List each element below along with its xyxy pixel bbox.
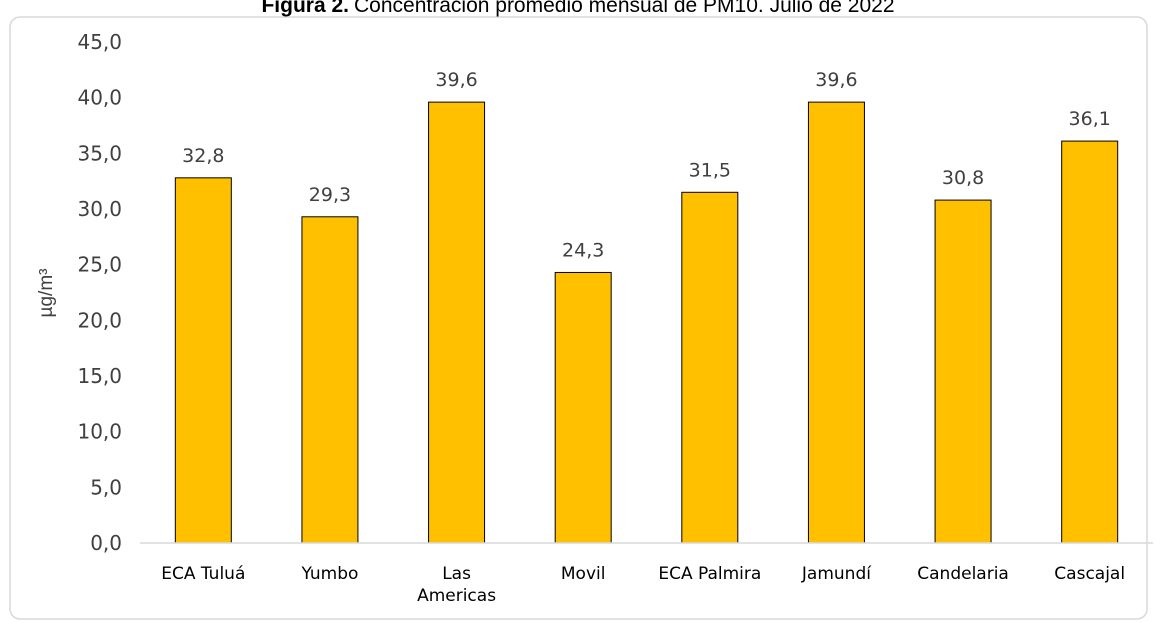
y-tick-label: 15,0 (77, 364, 122, 388)
value-label: 32,8 (182, 145, 224, 167)
x-tick-label: ECA Tuluá (161, 564, 245, 584)
y-tick-label: 40,0 (77, 86, 122, 110)
value-label: 39,6 (815, 69, 857, 91)
value-label: 24,3 (562, 239, 604, 261)
value-label: 31,5 (689, 159, 731, 181)
y-tick-label: 10,0 (77, 420, 122, 444)
x-tick-label: Jamundí (801, 564, 872, 584)
title-text: Concentración promedio mensual de PM10. … (354, 0, 895, 17)
bar (934, 199, 992, 544)
value-label: 30,8 (942, 167, 984, 189)
chart-title: Figura 2. Concentración promedio mensual … (261, 0, 894, 17)
value-label: 39,6 (435, 69, 477, 91)
x-tick-label: Candelaria (917, 564, 1009, 584)
x-tick-label: Movil (561, 564, 606, 584)
bar (1061, 140, 1119, 544)
y-tick-label: 35,0 (77, 141, 122, 165)
x-tick-label: Yumbo (300, 564, 358, 584)
y-tick-label: 25,0 (77, 253, 122, 277)
title-label: Figura 2. (261, 0, 349, 17)
y-tick-label: 45,0 (77, 30, 122, 54)
x-tick-label: ECA Palmira (658, 564, 761, 584)
value-label: 36,1 (1069, 108, 1111, 130)
bar (428, 101, 486, 544)
y-tick-label: 0,0 (90, 531, 122, 555)
x-tick-label: Las Americas (417, 564, 496, 606)
value-label: 29,3 (309, 184, 351, 206)
y-tick-label: 30,0 (77, 197, 122, 221)
y-axis-label: µg/m³ (36, 269, 57, 318)
bar (554, 271, 612, 544)
y-tick-label: 20,0 (77, 308, 122, 332)
bar (301, 216, 359, 544)
x-tick-label: Cascajal (1054, 564, 1125, 584)
bar (681, 191, 739, 544)
y-tick-label: 5,0 (90, 475, 122, 499)
bar (174, 177, 232, 544)
bar (807, 101, 865, 544)
